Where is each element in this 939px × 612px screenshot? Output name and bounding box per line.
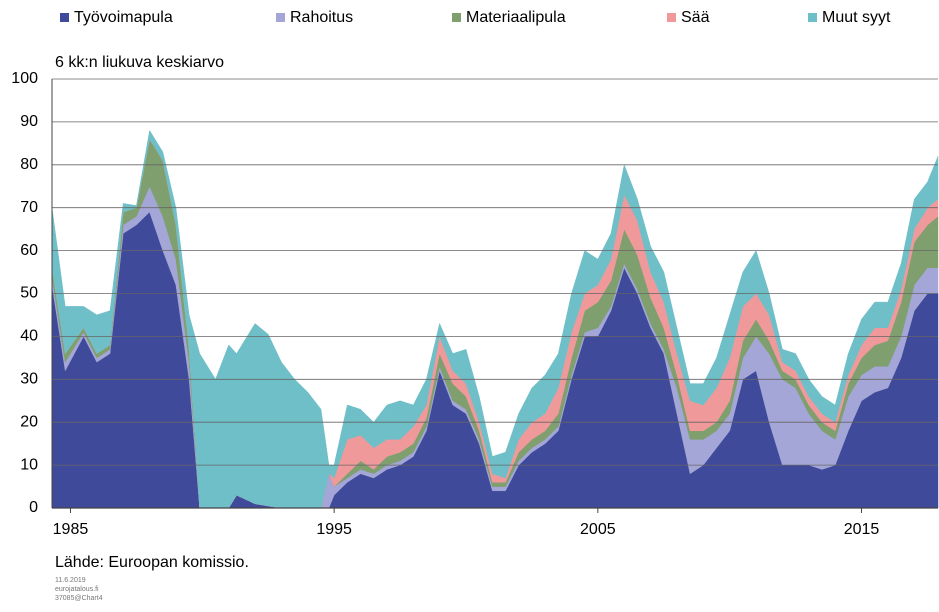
legend-swatch (452, 13, 461, 22)
x-tick-label: 2015 (844, 521, 880, 538)
y-tick-label: 30 (20, 371, 38, 388)
legend-label: Työvoimapula (74, 9, 173, 26)
y-tick-label: 80 (20, 156, 38, 173)
legend-swatch (808, 13, 817, 22)
subtitle: 6 kk:n liukuva keskiarvo (55, 54, 224, 71)
x-tick-label: 2005 (580, 521, 616, 538)
y-tick-label: 50 (20, 285, 38, 302)
legend-swatch (276, 13, 285, 22)
legend-swatch (667, 13, 676, 22)
y-tick-label: 90 (20, 113, 38, 130)
footnote: 37085@Chart4 (55, 595, 103, 602)
legend-label: Materiaalipula (466, 9, 566, 26)
y-tick-label: 60 (20, 242, 38, 259)
y-tick-label: 40 (20, 328, 38, 345)
x-tick-label: 1995 (316, 521, 352, 538)
y-tick-label: 100 (11, 70, 38, 87)
y-tick-label: 10 (20, 456, 38, 473)
footnote: 11.6.2019 (55, 577, 86, 584)
legend-label: Muut syyt (822, 9, 891, 26)
legend-label: Sää (681, 9, 710, 26)
footnote: eurojatalous.fi (55, 586, 99, 593)
y-tick-label: 0 (29, 499, 38, 516)
y-tick-label: 70 (20, 199, 38, 216)
legend-swatch (60, 13, 69, 22)
source: Lähde: Euroopan komissio. (55, 554, 249, 571)
legend-label: Rahoitus (290, 9, 353, 26)
y-tick-label: 20 (20, 413, 38, 430)
x-tick-label: 1985 (53, 521, 89, 538)
area (51, 129, 939, 509)
